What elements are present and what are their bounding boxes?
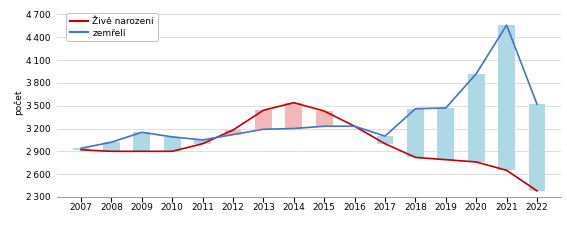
Bar (376, 136, 393, 144)
Bar (498, 25, 515, 170)
Bar (194, 140, 211, 144)
Bar (468, 74, 485, 162)
Bar (285, 103, 302, 128)
Bar (225, 130, 242, 135)
Bar (103, 142, 120, 151)
Legend: Živě narozeni, zemřelí: Živě narozeni, zemřelí (66, 13, 158, 41)
Y-axis label: počet: počet (14, 89, 23, 115)
Bar (255, 110, 272, 129)
Bar (73, 148, 90, 150)
Bar (438, 108, 454, 160)
Bar (407, 109, 424, 157)
Bar (133, 132, 150, 151)
Bar (528, 104, 545, 191)
Bar (164, 137, 180, 151)
Bar (316, 111, 333, 126)
